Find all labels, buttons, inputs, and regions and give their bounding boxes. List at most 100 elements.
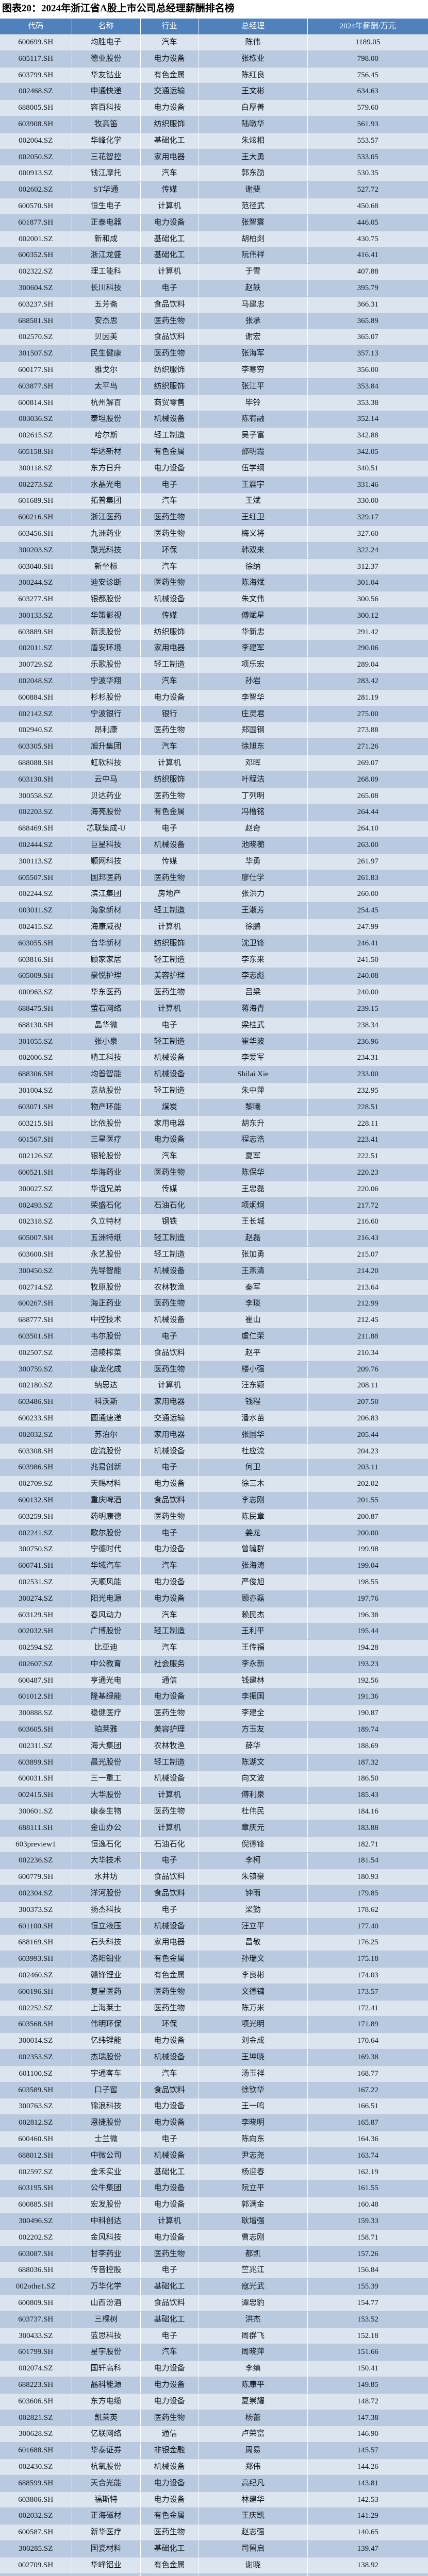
table-row[interactable]: 003011.SZ 海象新材 轻工制造 王淑芳 254.45 xyxy=(0,902,428,920)
table-row[interactable]: 603600.SH 永艺股份 轻工制造 张加勇 215.07 xyxy=(0,1246,428,1263)
table-row[interactable]: 300759.SZ 康龙化成 医药生物 楼小强 209.76 xyxy=(0,1361,428,1378)
table-row[interactable]: 601012.SH 隆基绿能 电力设备 李振国 191.36 xyxy=(0,1688,428,1706)
table-row[interactable]: 603305.SH 旭升集团 汽车 徐旭东 271.26 xyxy=(0,738,428,756)
table-row[interactable]: 002001.SZ 新和成 基础化工 胡柏剡 430.75 xyxy=(0,231,428,248)
table-row[interactable]: 600814.SH 杭州解百 商贸零售 毕铃 353.38 xyxy=(0,395,428,412)
table-row[interactable]: 300604.SZ 长川科技 电子 赵轶 395.79 xyxy=(0,280,428,297)
table-row[interactable]: 002032.SH 广博股份 轻工制造 王利平 195.44 xyxy=(0,1623,428,1640)
table-row[interactable]: 002615.SZ 哈尔斯 轻工制造 吴子富 342.88 xyxy=(0,427,428,444)
table-row[interactable]: 600587.SH 新华医疗 医药生物 赵志强 140.65 xyxy=(0,2524,428,2541)
table-row[interactable]: 603889.SH 新澳股份 纺织服饰 华新忠 291.42 xyxy=(0,624,428,641)
table-row[interactable]: 600570.SH 恒生电子 计算机 范径武 450.68 xyxy=(0,198,428,215)
table-row[interactable]: 603237.SH 五芳斋 食品饮料 马建忠 366.31 xyxy=(0,296,428,313)
table-row[interactable]: 002othe1.SZ 万华化学 基础化工 寇光武 155.39 xyxy=(0,2278,428,2295)
table-row[interactable]: 002531.SZ 天顺风能 电力设备 严俊旭 198.55 xyxy=(0,1574,428,1591)
table-row[interactable]: 688223.SH 晶科能源 电力设备 陈康平 149.85 xyxy=(0,2377,428,2394)
table-row[interactable]: 603130.SH 云中马 纺织服饰 叶程洁 268.09 xyxy=(0,771,428,788)
table-row[interactable]: 000963.SZ 华东医药 医药生物 吕梁 240.00 xyxy=(0,984,428,1002)
table-row[interactable]: 601689.SH 拓普集团 汽车 王斌 330.00 xyxy=(0,493,428,510)
table-row[interactable]: 603877.SH 太平鸟 纺织服饰 张江平 353.84 xyxy=(0,378,428,395)
table-row[interactable]: 603preview1 恒逸石化 石油石化 倪德锋 182.71 xyxy=(0,1836,428,1853)
table-row[interactable]: 002048.SZ 宁波华翔 汽车 孙岩 283.42 xyxy=(0,673,428,690)
table-row[interactable]: 002709.SH 华峰铝业 有色金属 谢晓 138.92 xyxy=(0,2557,428,2574)
table-row[interactable]: 002074.SZ 国轩高科 电力设备 李缜 150.41 xyxy=(0,2360,428,2377)
table-row[interactable]: 603816.SH 顾家家居 轻工制造 李东来 241.50 xyxy=(0,952,428,969)
table-row[interactable]: 002244.SZ 滨江集团 房地产 张洪力 260.00 xyxy=(0,886,428,903)
table-row[interactable]: 002709.SZ 天赐材料 电力设备 徐三木 202.02 xyxy=(0,1476,428,1493)
table-row[interactable]: 002322.SZ 理工能科 计算机 于雪 407.88 xyxy=(0,263,428,280)
table-row[interactable]: 603806.SH 福斯特 电力设备 林建华 142.53 xyxy=(0,2492,428,2509)
table-row[interactable]: 002415.SH 大华股份 计算机 傅利泉 185.43 xyxy=(0,1787,428,1804)
table-row[interactable]: 002236.SZ 大华技术 电子 李柯 181.54 xyxy=(0,1852,428,1870)
table-row[interactable]: 002594.SZ 比亚迪 汽车 王传福 194.28 xyxy=(0,1639,428,1656)
table-row[interactable]: 600177.SH 雅戈尔 纺织服饰 李寒穷 356.00 xyxy=(0,362,428,379)
table-row[interactable]: 688005.SH 容百科技 电力设备 白厚善 579.60 xyxy=(0,99,428,116)
table-row[interactable]: 300601.SZ 康泰生物 医药生物 杜伟民 184.16 xyxy=(0,1803,428,1820)
table-row[interactable]: 688036.SH 传音控股 电子 竺兆江 156.84 xyxy=(0,2262,428,2279)
table-row[interactable]: 002203.SZ 海亮股份 有色金属 冯橹铭 264.44 xyxy=(0,804,428,821)
table-row[interactable]: 688130.SH 晶华微 电子 梁桂武 238.34 xyxy=(0,1017,428,1034)
table-row[interactable]: 300729.SZ 乐歌股份 轻工制造 项乐宏 289.04 xyxy=(0,656,428,674)
table-row[interactable]: 600521.SH 华海药业 医药生物 陈保华 220.23 xyxy=(0,1164,428,1181)
table-row[interactable]: 603501.SH 韦尔股份 电子 虞仁荣 211.88 xyxy=(0,1328,428,1345)
table-row[interactable]: 002570.SZ 贝因美 食品饮料 谢宏 365.07 xyxy=(0,329,428,346)
table-row[interactable]: 002812.SZ 恩捷股份 电力设备 李晓明 165.87 xyxy=(0,2114,428,2131)
table-row[interactable]: 605117.SH 德业股份 电力设备 张栋业 798.00 xyxy=(0,50,428,67)
table-row[interactable]: 600741.SH 华域汽车 汽车 张海涛 199.04 xyxy=(0,1557,428,1574)
table-row[interactable]: 002460.SZ 赣锋锂业 有色金属 李良彬 174.03 xyxy=(0,1967,428,1984)
table-row[interactable]: 002142.SZ 宁波银行 银行 庄灵君 275.00 xyxy=(0,706,428,723)
table-row[interactable]: 605009.SH 豪悦护理 美容护理 李志彪 240.08 xyxy=(0,968,428,985)
table-row[interactable]: 002507.SZ 涪陵榨菜 食品饮料 赵平 210.34 xyxy=(0,1345,428,1362)
table-row[interactable]: 600233.SH 圆通速递 交通运输 潘水苗 206.83 xyxy=(0,1410,428,1427)
table-row[interactable]: 002311.SZ 海大集团 农林牧渔 薛华 188.69 xyxy=(0,1738,428,1755)
table-row[interactable]: 300274.SZ 阳光电源 电力设备 顾亦磊 197.76 xyxy=(0,1590,428,1607)
table-row[interactable]: 600196.SH 复星医药 医药生物 文德镛 173.57 xyxy=(0,1984,428,2001)
table-row[interactable]: 600132.SH 重庆啤酒 食品饮料 李志刚 201.55 xyxy=(0,1492,428,1509)
table-row[interactable]: 002714.SZ 牧原股份 农林牧渔 秦军 213.64 xyxy=(0,1279,428,1296)
table-row[interactable]: 603908.SH 牧高笛 纺织服饰 陆暾华 561.93 xyxy=(0,116,428,133)
table-row[interactable]: 603308.SH 应流股份 机械设备 杜应流 204.23 xyxy=(0,1443,428,1460)
table-row[interactable]: 603986.SH 兆易创新 电子 何卫 203.11 xyxy=(0,1459,428,1477)
table-row[interactable]: 002126.SZ 银轮股份 汽车 夏军 222.51 xyxy=(0,1148,428,1165)
table-row[interactable]: 002415.SZ 海康威视 计算机 徐鹏 247.99 xyxy=(0,919,428,936)
column-header-pay[interactable]: 2024年薪酬/万元 xyxy=(307,19,428,35)
table-row[interactable]: 002318.SZ 久立特材 钢铁 王长城 216.60 xyxy=(0,1213,428,1231)
table-row[interactable]: 002821.SZ 凯莱英 医药生物 杨蕾 147.38 xyxy=(0,2410,428,2427)
table-row[interactable]: 002353.SZ 杰瑞股份 机械设备 王坤晓 169.38 xyxy=(0,2049,428,2066)
table-row[interactable]: 300373.SZ 扬杰科技 电子 梁勤 178.62 xyxy=(0,1902,428,1919)
table-row[interactable]: 603259.SH 药明康德 医药生物 陈民章 200.87 xyxy=(0,1509,428,1526)
table-row[interactable]: 603568.SH 伟明环保 环保 项光明 171.89 xyxy=(0,2016,428,2033)
table-row[interactable]: 300628.SZ 亿联网络 通信 卢荣富 146.90 xyxy=(0,2426,428,2443)
table-row[interactable]: 600885.SH 宏发股份 电力设备 郭满金 160.48 xyxy=(0,2196,428,2213)
table-row[interactable]: 605007.SH 五洲特纸 轻工制造 赵磊 216.43 xyxy=(0,1230,428,1247)
table-row[interactable]: 603737.SH 三棵树 基础化工 洪杰 153.52 xyxy=(0,2311,428,2328)
table-row[interactable]: 002006.SZ 精工科技 机械设备 李爱军 234.31 xyxy=(0,1049,428,1067)
table-row[interactable]: 603055.SH 台华新材 纺织服饰 沈卫锋 246.41 xyxy=(0,935,428,952)
table-row[interactable]: 688306.SH 均普智能 机械设备 Shilai Xie 233.00 xyxy=(0,1066,428,1083)
table-row[interactable]: 688012.SH 中微公司 机械设备 尹志尧 163.74 xyxy=(0,2147,428,2164)
table-row[interactable]: 300203.SZ 聚光科技 环保 韩双来 322.24 xyxy=(0,542,428,559)
table-row[interactable]: 600460.SH 士兰微 电子 陈向东 164.36 xyxy=(0,2131,428,2148)
table-row[interactable]: 601100.SZ 宇通客车 汽车 汤玉祥 168.77 xyxy=(0,2065,428,2082)
table-row[interactable]: 603195.SH 公牛集团 电力设备 阮立平 161.55 xyxy=(0,2180,428,2197)
table-row[interactable]: 002468.SZ 申通快递 交通运输 王文彬 634.63 xyxy=(0,83,428,100)
table-row[interactable]: 603277.SH 银都股份 机械设备 朱文伟 300.56 xyxy=(0,591,428,608)
table-row[interactable]: 603606.SH 东方电缆 电力设备 夏崇耀 148.72 xyxy=(0,2393,428,2410)
table-row[interactable]: 300113.SZ 顺网科技 传媒 华勇 261.97 xyxy=(0,853,428,870)
table-row[interactable]: 002493.SZ 荣盛石化 石油石化 项炯炯 217.72 xyxy=(0,1197,428,1214)
table-row[interactable]: 300450.SZ 先导智能 机械设备 王燕清 214.20 xyxy=(0,1263,428,1280)
table-row[interactable]: 000913.SZ 钱江摩托 汽车 郭东劭 530.35 xyxy=(0,165,428,182)
table-row[interactable]: 688088.SH 虹软科技 计算机 邓晖 269.07 xyxy=(0,755,428,772)
table-row[interactable]: 601100.SH 恒立液压 机械设备 汪立平 177.40 xyxy=(0,1918,428,1935)
table-row[interactable]: 301055.SZ 张小泉 轻工制造 崔华波 236.96 xyxy=(0,1033,428,1050)
table-row[interactable]: 300133.SZ 华策影视 传媒 傅斌星 300.12 xyxy=(0,607,428,624)
table-row[interactable]: 002940.SZ 昂利康 医药生物 郑国钢 273.88 xyxy=(0,722,428,739)
table-row[interactable]: 002602.SZ ST华通 传媒 谢斐 527.72 xyxy=(0,181,428,198)
table-row[interactable]: 300496.SZ 中科创达 计算机 耿增强 159.33 xyxy=(0,2213,428,2230)
table-row[interactable]: 002202.SZ 金风科技 电力设备 曹志刚 158.71 xyxy=(0,2229,428,2246)
table-row[interactable]: 688599.SH 天合光能 电力设备 高纪凡 143.81 xyxy=(0,2475,428,2492)
table-row[interactable]: 300244.SZ 迪安诊断 医药生物 陈海斌 301.04 xyxy=(0,574,428,592)
table-row[interactable]: 688111.SH 金山办公 计算机 章庆元 183.88 xyxy=(0,1820,428,1837)
column-header-industry[interactable]: 行业 xyxy=(140,19,199,35)
table-row[interactable]: 600487.SH 亨通光电 通信 钱建林 192.56 xyxy=(0,1672,428,1689)
